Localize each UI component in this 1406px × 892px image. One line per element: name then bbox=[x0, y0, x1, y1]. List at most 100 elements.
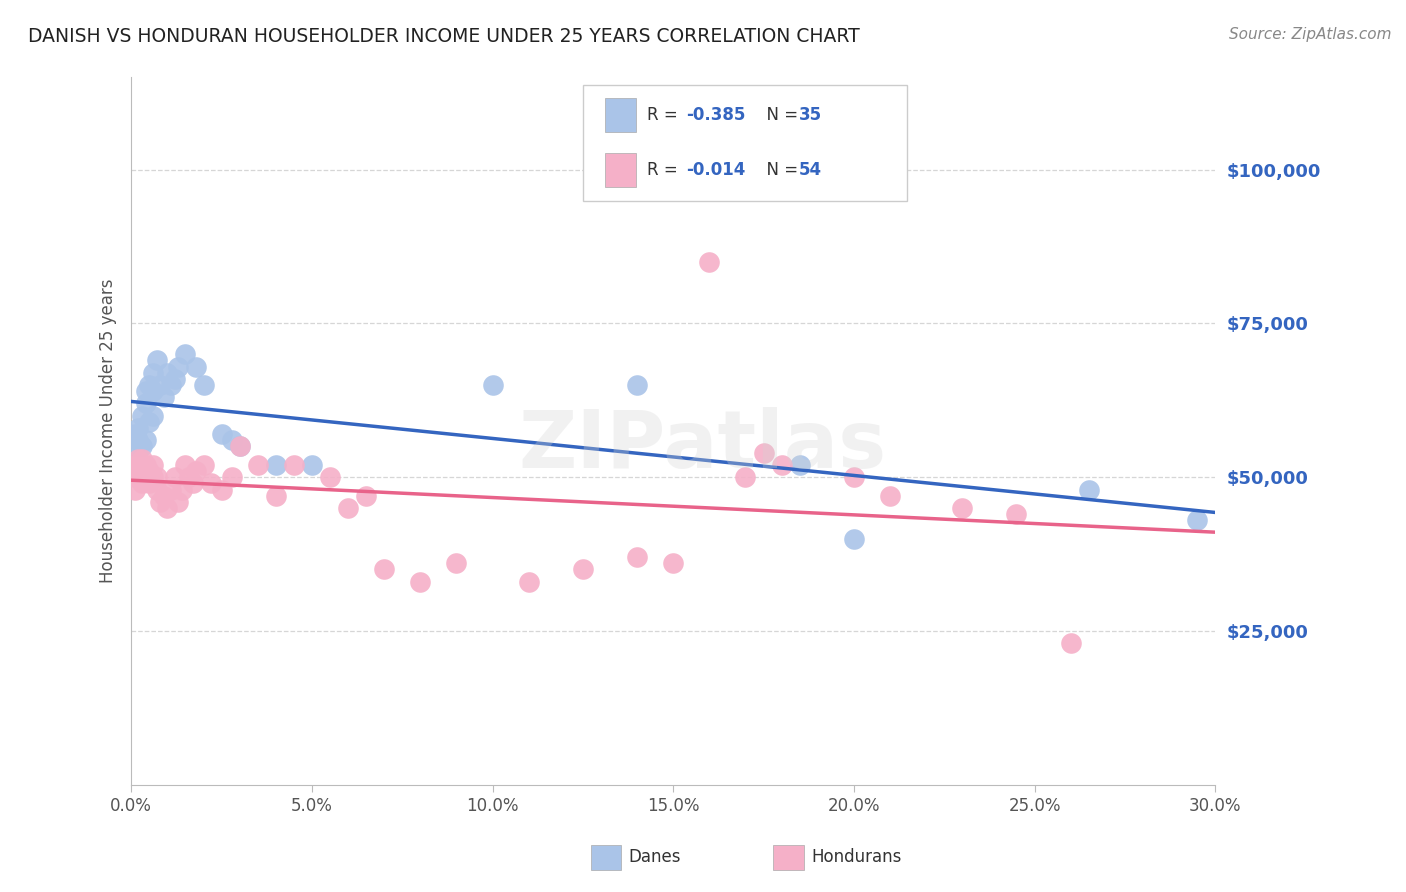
Point bbox=[221, 470, 243, 484]
Point bbox=[246, 458, 269, 472]
Point bbox=[734, 470, 756, 484]
Text: R =: R = bbox=[647, 106, 683, 124]
Point bbox=[1185, 513, 1208, 527]
Point bbox=[264, 489, 287, 503]
Point bbox=[319, 470, 342, 484]
Text: R =: R = bbox=[647, 161, 683, 179]
Text: N =: N = bbox=[756, 161, 804, 179]
Point bbox=[124, 483, 146, 497]
Text: Hondurans: Hondurans bbox=[811, 848, 901, 866]
Point bbox=[142, 409, 165, 423]
Text: ZIPatlas: ZIPatlas bbox=[519, 407, 887, 485]
Point bbox=[131, 451, 153, 466]
Point bbox=[127, 434, 149, 448]
Point bbox=[699, 255, 721, 269]
Point bbox=[221, 434, 243, 448]
Point bbox=[152, 489, 174, 503]
Point bbox=[842, 470, 865, 484]
Point bbox=[879, 489, 901, 503]
Point bbox=[842, 532, 865, 546]
Point bbox=[152, 390, 174, 404]
Text: N =: N = bbox=[756, 106, 804, 124]
Point bbox=[572, 562, 595, 576]
Point bbox=[131, 440, 153, 454]
Point bbox=[446, 557, 468, 571]
Point bbox=[131, 476, 153, 491]
Text: Source: ZipAtlas.com: Source: ZipAtlas.com bbox=[1229, 27, 1392, 42]
Point bbox=[142, 470, 165, 484]
Point bbox=[138, 378, 160, 392]
Point bbox=[228, 440, 250, 454]
Point bbox=[163, 470, 186, 484]
Point bbox=[950, 500, 973, 515]
Point bbox=[131, 464, 153, 478]
Point bbox=[142, 366, 165, 380]
Point bbox=[124, 458, 146, 472]
Point bbox=[1060, 636, 1083, 650]
Text: -0.385: -0.385 bbox=[686, 106, 745, 124]
Point bbox=[177, 470, 200, 484]
Point bbox=[135, 458, 157, 472]
Point bbox=[662, 557, 685, 571]
Point bbox=[1005, 507, 1028, 521]
Point bbox=[770, 458, 793, 472]
Y-axis label: Householder Income Under 25 years: Householder Income Under 25 years bbox=[100, 279, 117, 583]
Text: Danes: Danes bbox=[628, 848, 681, 866]
Point bbox=[160, 378, 183, 392]
Text: -0.014: -0.014 bbox=[686, 161, 745, 179]
Point bbox=[211, 483, 233, 497]
Point bbox=[145, 483, 167, 497]
Point bbox=[373, 562, 395, 576]
Point bbox=[174, 458, 197, 472]
Point bbox=[481, 378, 503, 392]
Point bbox=[138, 464, 160, 478]
Point bbox=[163, 372, 186, 386]
Text: DANISH VS HONDURAN HOUSEHOLDER INCOME UNDER 25 YEARS CORRELATION CHART: DANISH VS HONDURAN HOUSEHOLDER INCOME UN… bbox=[28, 27, 860, 45]
Point bbox=[149, 378, 172, 392]
Point bbox=[186, 359, 208, 374]
Point bbox=[211, 427, 233, 442]
Point bbox=[149, 495, 172, 509]
Point bbox=[626, 378, 648, 392]
Point bbox=[301, 458, 323, 472]
Point bbox=[124, 440, 146, 454]
Text: 54: 54 bbox=[799, 161, 821, 179]
Point bbox=[752, 445, 775, 459]
Point bbox=[409, 574, 432, 589]
Point bbox=[131, 409, 153, 423]
Point bbox=[156, 366, 179, 380]
Point bbox=[142, 458, 165, 472]
Point bbox=[138, 476, 160, 491]
Point bbox=[517, 574, 540, 589]
Point bbox=[193, 458, 215, 472]
Point bbox=[170, 483, 193, 497]
Point bbox=[127, 451, 149, 466]
Point bbox=[789, 458, 811, 472]
Point bbox=[135, 384, 157, 398]
Point bbox=[156, 500, 179, 515]
Point bbox=[283, 458, 305, 472]
Point bbox=[124, 427, 146, 442]
Point bbox=[181, 476, 204, 491]
Point bbox=[174, 347, 197, 361]
Point bbox=[127, 421, 149, 435]
Point bbox=[135, 470, 157, 484]
Point bbox=[167, 495, 190, 509]
Point bbox=[135, 396, 157, 410]
Point bbox=[138, 415, 160, 429]
Point bbox=[145, 470, 167, 484]
Point bbox=[337, 500, 360, 515]
Point bbox=[124, 470, 146, 484]
Point bbox=[626, 550, 648, 565]
Point bbox=[264, 458, 287, 472]
Point bbox=[186, 464, 208, 478]
Point bbox=[167, 359, 190, 374]
Text: 35: 35 bbox=[799, 106, 821, 124]
Point bbox=[160, 483, 183, 497]
Point bbox=[1077, 483, 1099, 497]
Point bbox=[354, 489, 377, 503]
Point bbox=[142, 384, 165, 398]
Point bbox=[228, 440, 250, 454]
Point bbox=[200, 476, 222, 491]
Point bbox=[193, 378, 215, 392]
